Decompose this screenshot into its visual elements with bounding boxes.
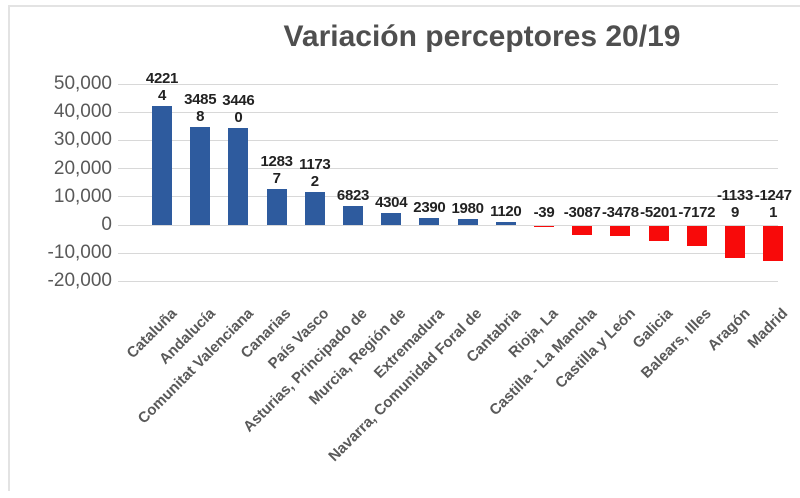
bar-value-label: -1247 1	[754, 187, 792, 221]
gridline	[118, 224, 778, 226]
y-axis-tick-label: 0	[101, 214, 112, 235]
bar	[763, 226, 784, 262]
gridline	[118, 83, 778, 85]
bar	[190, 126, 211, 225]
chart-title: Variación perceptores 20/19	[283, 20, 681, 53]
bar	[686, 226, 707, 247]
chart-frame-left-border	[8, 5, 10, 491]
bar-value-label: -7172	[678, 204, 716, 221]
y-axis-tick-label: 50,000	[53, 73, 112, 94]
bar	[266, 188, 287, 225]
bar-value-label: 1120	[490, 202, 522, 220]
bar	[304, 191, 325, 225]
chart-frame-top-border	[8, 5, 800, 7]
bar	[457, 219, 478, 225]
bar-value-label: 6823	[336, 186, 370, 204]
bar-value-label: 3485 8	[184, 90, 217, 125]
bar	[228, 127, 249, 225]
bar-value-label: 1980	[451, 200, 484, 218]
bar-value-label: 2390	[413, 199, 446, 217]
bar-value-label: -39	[533, 204, 555, 221]
y-axis-tick-label: 10,000	[53, 185, 112, 207]
gridline	[118, 168, 778, 170]
bar-value-label: 1173 2	[299, 155, 331, 190]
bar-value-label: 4221 4	[145, 69, 179, 104]
gridline	[118, 280, 778, 282]
gridline	[118, 139, 778, 141]
y-axis-tick-label: 40,000	[53, 101, 112, 123]
bar	[648, 226, 669, 241]
y-axis-tick-label: -20,000	[47, 270, 112, 292]
gridline	[118, 252, 778, 254]
bar-value-label: 4304	[375, 193, 408, 211]
bar-value-label: -5201	[640, 204, 678, 221]
bar	[419, 218, 440, 225]
bar-value-label: -3478	[601, 204, 639, 221]
bar	[610, 226, 631, 236]
bar	[152, 105, 172, 225]
bar-value-label: 3446 0	[222, 91, 255, 126]
x-axis-category-label: Aragón	[703, 305, 754, 355]
bar-value-label: 1283 7	[260, 152, 293, 187]
bar	[381, 212, 402, 225]
bar	[572, 226, 593, 235]
y-axis-tick-label: -10,000	[47, 242, 112, 264]
y-axis-tick-label: 20,000	[53, 157, 112, 179]
bar-value-label: -1133 9	[716, 187, 754, 221]
gridline	[118, 111, 778, 113]
bar	[495, 221, 516, 225]
bar	[343, 205, 363, 225]
bar-value-label: -3087	[563, 204, 601, 221]
bar	[725, 226, 745, 258]
gridline	[118, 196, 778, 198]
x-axis-category-label: Madrid	[744, 305, 792, 352]
y-axis-tick-label: 30,000	[53, 129, 112, 151]
